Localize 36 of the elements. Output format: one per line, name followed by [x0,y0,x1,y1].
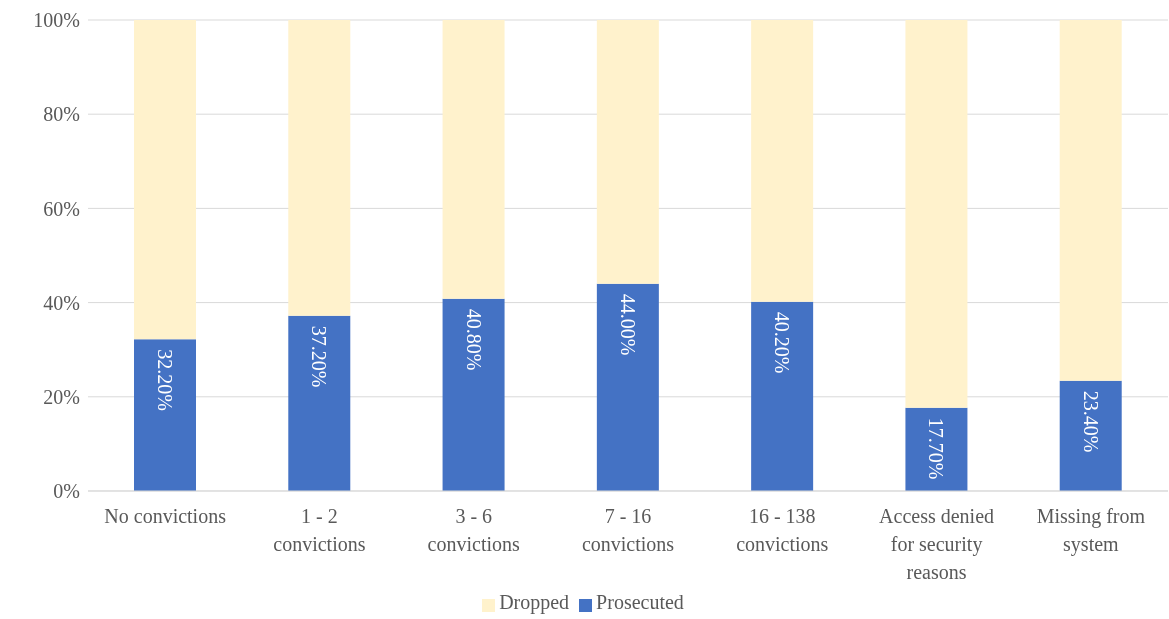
legend-label: Prosecuted [596,591,684,613]
data-label: 37.20% [308,325,331,388]
bar [442,20,505,299]
x-tick-label: No convictions [104,505,227,527]
bar [1059,20,1122,381]
bar [134,20,196,340]
y-tick-label: 20% [43,385,80,408]
x-tick-label: 7 - 16 convictions [581,505,675,555]
x-tick-label: 16 - 138 convictions [736,505,829,555]
data-label: 32.20% [154,349,176,412]
bar [596,283,659,491]
y-tick-label: 80% [43,103,80,126]
data-label: 23.40% [1079,390,1102,453]
bar [751,20,814,302]
legend-label: Dropped [499,591,570,613]
y-tick-label: 0% [53,480,80,503]
y-tick-label: 60% [43,197,80,220]
bar [288,315,351,491]
bar [905,407,968,491]
bar [288,20,351,316]
x-tick-label: Access denied for security reasons [879,505,995,583]
data-label: 44.00% [616,293,639,356]
bar [134,339,196,491]
data-label: 17.70% [925,417,948,480]
x-tick-label: Missing from system [1036,505,1146,556]
y-tick-label: 100% [33,9,80,32]
bar [442,298,505,491]
bar [596,20,659,284]
x-tick-label: 1 - 2 convictions [273,505,366,555]
x-tick-label: 3 - 6 convictions [427,505,521,555]
data-label: 40.20% [771,311,794,374]
bar [751,301,814,491]
bar [905,20,968,408]
y-tick-label: 40% [43,291,80,314]
data-label: 40.80% [462,308,485,371]
bar [1059,380,1122,491]
